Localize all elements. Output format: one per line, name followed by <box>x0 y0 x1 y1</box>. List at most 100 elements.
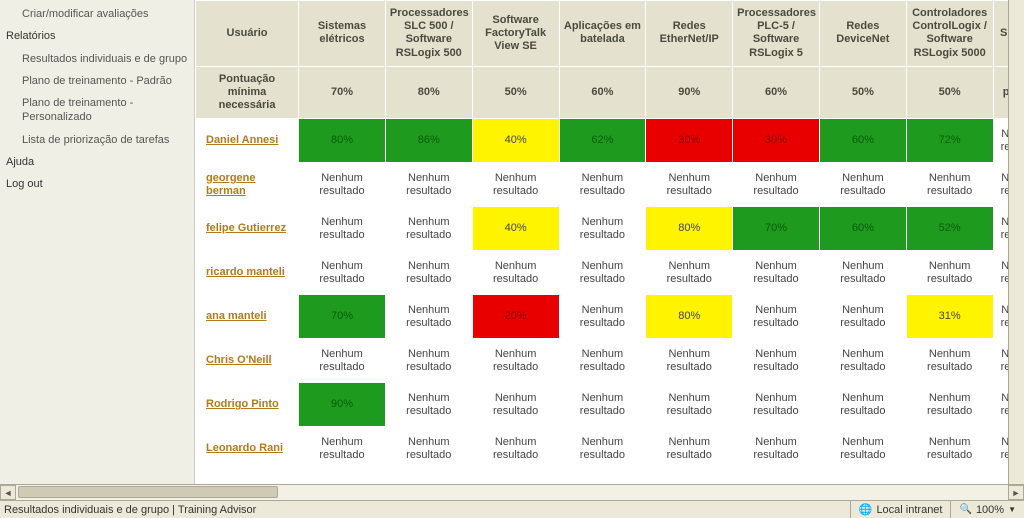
score-cell: Nenhum resultado <box>559 427 646 471</box>
zoom-value: 100% <box>976 504 1004 516</box>
score-cell: 62% <box>559 119 646 163</box>
score-cell: Nenhum resultado <box>906 383 993 427</box>
minscore-col-4: 90% <box>646 66 733 119</box>
scroll-left-arrow[interactable]: ◄ <box>0 485 16 500</box>
user-link[interactable]: felipe Gutierrez <box>206 222 286 234</box>
user-cell: georgene berman <box>196 163 299 207</box>
scroll-thumb[interactable] <box>18 486 278 498</box>
header-user: Usuário <box>196 1 299 67</box>
score-cell: Nenhum resultado <box>385 295 472 339</box>
score-cell: 40% <box>472 207 559 251</box>
status-zone: 🌐 Local intranet <box>850 501 951 518</box>
score-cell: 30% <box>733 119 820 163</box>
user-cell: felipe Gutierrez <box>196 207 299 251</box>
score-cell: Nenhum resultado <box>906 339 993 383</box>
score-cell: Nenhum resultado <box>559 207 646 251</box>
score-cell: Nenhum resultado <box>385 207 472 251</box>
user-link[interactable]: Chris O'Neill <box>206 354 272 366</box>
status-zoom[interactable]: 🔍 100% ▼ <box>950 501 1024 518</box>
sidebar-item-0[interactable]: Criar/modificar avaliações <box>0 3 194 25</box>
score-cell: 86% <box>385 119 472 163</box>
score-cell: 60% <box>819 119 906 163</box>
header-col-4: Redes EtherNet/IP <box>646 1 733 67</box>
table-row: georgene bermanNenhum resultadoNenhum re… <box>196 163 1024 207</box>
score-cell: Nenhum resultado <box>299 427 386 471</box>
score-cell: 80% <box>646 207 733 251</box>
score-cell: Nenhum resultado <box>385 339 472 383</box>
score-cell: Nenhum resultado <box>472 339 559 383</box>
score-cell: Nenhum resultado <box>299 339 386 383</box>
minscore-col-0: 70% <box>299 66 386 119</box>
score-cell: Nenhum resultado <box>733 295 820 339</box>
minscore-col-5: 60% <box>733 66 820 119</box>
score-cell: Nenhum resultado <box>646 251 733 295</box>
score-cell: Nenhum resultado <box>385 163 472 207</box>
score-cell: Nenhum resultado <box>472 427 559 471</box>
score-cell: Nenhum resultado <box>733 251 820 295</box>
vertical-scrollbar[interactable] <box>1008 0 1024 490</box>
score-cell: Nenhum resultado <box>559 383 646 427</box>
sidebar-item-3[interactable]: Plano de treinamento - Padrão <box>0 70 194 92</box>
score-cell: Nenhum resultado <box>819 295 906 339</box>
sidebar-item-1[interactable]: Relatórios <box>0 25 194 47</box>
chevron-down-icon: ▼ <box>1008 505 1016 514</box>
horizontal-scrollbar[interactable]: ◄ ► <box>0 484 1024 500</box>
score-cell: 31% <box>906 295 993 339</box>
user-link[interactable]: ana manteli <box>206 310 267 322</box>
minscore-col-1: 80% <box>385 66 472 119</box>
main-content: UsuárioSistemas elétricosProcessadores S… <box>195 0 1024 490</box>
minscore-col-6: 50% <box>819 66 906 119</box>
score-cell: Nenhum resultado <box>385 251 472 295</box>
score-cell: Nenhum resultado <box>733 383 820 427</box>
score-cell: Nenhum resultado <box>559 251 646 295</box>
user-cell: ricardo manteli <box>196 251 299 295</box>
table-row: Rodrigo Pinto90%Nenhum resultadoNenhum r… <box>196 383 1024 427</box>
scroll-right-arrow[interactable]: ► <box>1008 485 1024 500</box>
user-link[interactable]: Daniel Annesi <box>206 134 278 146</box>
score-cell: Nenhum resultado <box>906 163 993 207</box>
score-cell: Nenhum resultado <box>559 339 646 383</box>
score-cell: Nenhum resultado <box>299 251 386 295</box>
user-link[interactable]: Leonardo Rani <box>206 442 283 454</box>
score-cell: Nenhum resultado <box>472 383 559 427</box>
score-cell: Nenhum resultado <box>906 251 993 295</box>
score-cell: Nenhum resultado <box>819 339 906 383</box>
user-cell: Rodrigo Pinto <box>196 383 299 427</box>
score-cell: Nenhum resultado <box>385 427 472 471</box>
results-table: UsuárioSistemas elétricosProcessadores S… <box>195 0 1024 471</box>
user-cell: Daniel Annesi <box>196 119 299 163</box>
sidebar-item-4[interactable]: Plano de treinamento - Personalizado <box>0 92 194 129</box>
header-col-5: Processadores PLC-5 / Software RSLogix 5 <box>733 1 820 67</box>
sidebar-item-6[interactable]: Ajuda <box>0 151 194 173</box>
sidebar-item-2[interactable]: Resultados individuais e de grupo <box>0 48 194 70</box>
user-link[interactable]: ricardo manteli <box>206 266 285 278</box>
score-cell: Nenhum resultado <box>472 163 559 207</box>
score-cell: 90% <box>299 383 386 427</box>
score-cell: Nenhum resultado <box>646 427 733 471</box>
user-link[interactable]: georgene berman <box>206 172 256 197</box>
header-col-2: Software FactoryTalk View SE <box>472 1 559 67</box>
user-cell: Chris O'Neill <box>196 339 299 383</box>
user-link[interactable]: Rodrigo Pinto <box>206 398 279 410</box>
score-cell: Nenhum resultado <box>819 383 906 427</box>
score-cell: 30% <box>646 119 733 163</box>
score-cell: Nenhum resultado <box>646 163 733 207</box>
status-text: Resultados individuais e de grupo | Trai… <box>0 504 850 516</box>
globe-icon: 🌐 <box>859 503 873 516</box>
score-cell: Nenhum resultado <box>819 163 906 207</box>
sidebar-item-5[interactable]: Lista de priorização de tarefas <box>0 129 194 151</box>
table-row: felipe Gutierrez Nenhum resultado Nenhum r… <box>196 207 1024 251</box>
table-row: Daniel Annesi80%86%40%62%30%30%60%72%Ne … <box>196 119 1024 163</box>
score-cell: Nenhum resultado <box>559 163 646 207</box>
score-cell: Nenhum resultado <box>646 383 733 427</box>
scroll-track[interactable] <box>16 485 1008 500</box>
sidebar-item-7[interactable]: Log out <box>0 173 194 195</box>
score-cell: Nenhum resultado <box>559 295 646 339</box>
header-col-6: Redes DeviceNet <box>819 1 906 67</box>
user-cell: Leonardo Rani <box>196 427 299 471</box>
score-cell: Nenhum resultado <box>299 163 386 207</box>
table-row: Leonardo RaniNenhum resultadoNenhum resu… <box>196 427 1024 471</box>
minscore-col-3: 60% <box>559 66 646 119</box>
user-cell: ana manteli <box>196 295 299 339</box>
zone-label: Local intranet <box>876 504 942 516</box>
